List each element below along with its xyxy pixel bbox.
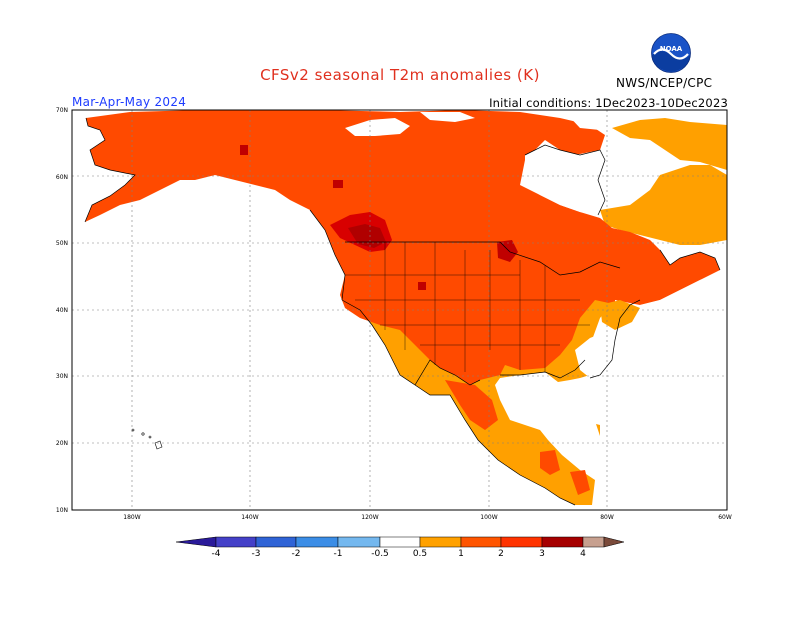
lon-label-120w: 120W [361, 514, 378, 521]
baffin-orange-region [612, 118, 727, 170]
map-frame [71, 109, 728, 511]
lat-label-10n: 10N [56, 507, 68, 514]
state-borders [345, 242, 590, 372]
forecast-period: Mar-Apr-May 2024 [72, 95, 187, 109]
initial-conditions: Initial conditions: 1Dec2023-10Dec2023 [489, 96, 728, 110]
lon-label-60w: 60W [718, 514, 732, 521]
colorbar-swatch [419, 536, 462, 548]
southeast-us-white [575, 332, 615, 378]
colorbar-label-0-5: 0.5 [413, 549, 427, 559]
atlantic-white [600, 270, 727, 510]
colorbar-label-2: 2 [498, 549, 504, 559]
lat-label-70n: 70N [56, 107, 68, 114]
lat-label-20n: 20N [56, 440, 68, 447]
colorbar-label-4: 4 [580, 549, 586, 559]
plains-dark-red [418, 282, 426, 290]
colorbar-swatch [460, 536, 502, 548]
lon-label-180w: 180W [123, 514, 140, 521]
midatlantic-orange [600, 300, 640, 330]
colorbar-swatch [295, 536, 339, 548]
colorbar-low-arrow [175, 536, 217, 548]
colorbar-swatch [379, 536, 421, 548]
noaa-logo [651, 33, 691, 73]
arctic-island-white [345, 118, 410, 136]
hudson-bay-area [525, 145, 605, 215]
colorbar-label-neg1: -1 [334, 549, 343, 559]
colorbar-swatch [255, 536, 297, 548]
honduras-red [570, 470, 590, 495]
map-title: CFSv2 seasonal T2m anomalies (K) [260, 66, 540, 84]
lat-label-40n: 40N [56, 307, 68, 314]
colorbar-swatch [500, 536, 543, 548]
yukon-dark-red [240, 145, 248, 155]
graticule [72, 110, 727, 510]
colorbar-label-neg2: -2 [292, 549, 301, 559]
coastlines [84, 117, 721, 506]
colorbar-label-neg3: -3 [252, 549, 261, 559]
arctic-island-white-2 [420, 112, 475, 122]
colorbar-swatch [215, 536, 257, 548]
colorbar-swatch [337, 536, 381, 548]
noaa-logo-text: NOAA [659, 45, 683, 53]
lon-label-100w: 100W [480, 514, 497, 521]
lat-label-60n: 60N [56, 174, 68, 181]
colorbar-label-1: 1 [458, 549, 464, 559]
colorbar-label-neg4: -4 [212, 549, 221, 559]
lat-label-30n: 30N [56, 373, 68, 380]
lon-label-140w: 140W [241, 514, 258, 521]
northeast-orange-region [600, 165, 727, 245]
colorbar-label-3: 3 [539, 549, 545, 559]
hawaii-islands [131, 428, 163, 450]
agency-label: NWS/NCEP/CPC [616, 76, 713, 90]
colorbar-swatch [541, 536, 584, 548]
red-anomaly-region [85, 110, 720, 385]
colorbar-label-neg0-5: -0.5 [371, 549, 389, 559]
ellesmere-white [565, 112, 615, 130]
guatemala-red [540, 450, 560, 475]
colorbar-swatch [582, 536, 605, 548]
lon-label-80w: 80W [600, 514, 614, 521]
ontario-dark-red [497, 240, 518, 262]
colorbar-high-arrow [603, 536, 625, 548]
texas-red-region [445, 380, 498, 430]
lat-label-50n: 50N [56, 240, 68, 247]
nwt-dark-red [333, 180, 343, 188]
